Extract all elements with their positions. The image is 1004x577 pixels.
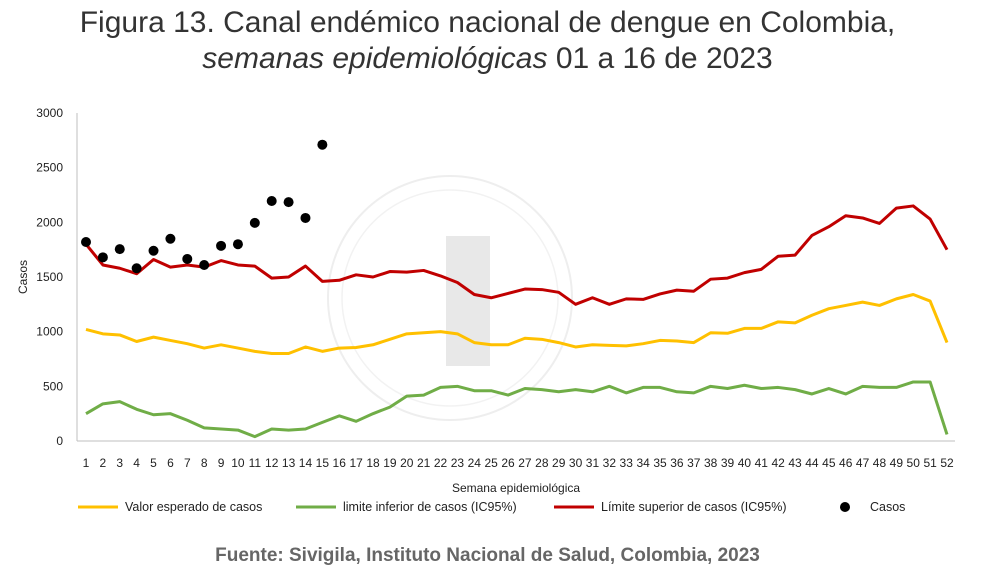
- series-line-l-mite-superior-de-casos-ic95: [84, 204, 949, 306]
- x-tick-label: 36: [670, 456, 684, 470]
- casos-point: [131, 263, 142, 274]
- casos-point: [165, 233, 176, 244]
- legend-label: Valor esperado de casos: [125, 500, 262, 514]
- x-tick-label: 49: [890, 456, 904, 470]
- series-line-valor-esperado-de-casos: [85, 292, 949, 356]
- x-tick-label: 29: [552, 456, 566, 470]
- casos-point: [300, 212, 311, 223]
- y-tick-label: 2000: [36, 215, 63, 229]
- x-tick-label: 40: [738, 456, 752, 470]
- y-tick-label: 1000: [36, 325, 63, 339]
- x-tick-label: 28: [535, 456, 549, 470]
- x-tick-label: 43: [788, 456, 802, 470]
- x-tick-label: 10: [231, 456, 245, 470]
- x-tick-label: 26: [501, 456, 515, 470]
- watermark-seal: [327, 175, 573, 421]
- x-tick-label: 18: [366, 456, 380, 470]
- x-tick-label: 9: [218, 456, 225, 470]
- casos-point: [249, 217, 260, 228]
- x-tick-label: 6: [167, 456, 174, 470]
- x-tick-label: 41: [755, 456, 769, 470]
- y-tick-label: 0: [56, 434, 63, 448]
- x-tick-label: 31: [586, 456, 600, 470]
- x-tick-label: 7: [184, 456, 191, 470]
- casos-point: [266, 196, 277, 207]
- x-tick-label: 1: [83, 456, 90, 470]
- x-tick-label: 35: [653, 456, 667, 470]
- x-tick-label: 27: [518, 456, 532, 470]
- x-tick-label: 37: [687, 456, 701, 470]
- casos-point: [81, 237, 91, 248]
- chart-title-line1: Figura 13. Canal endémico nacional de de…: [79, 6, 896, 39]
- x-axis-label: Semana epidemiológica: [452, 481, 580, 495]
- x-tick-label: 44: [805, 456, 819, 470]
- x-tick-label: 42: [771, 456, 785, 470]
- casos-point: [148, 245, 159, 256]
- x-tick-label: 50: [907, 456, 921, 470]
- x-tick-label: 39: [721, 456, 735, 470]
- x-tick-label: 13: [282, 456, 296, 470]
- x-tick-label: 17: [349, 456, 363, 470]
- x-tick-label: 51: [923, 456, 937, 470]
- x-tick-label: 32: [603, 456, 617, 470]
- series-line-limite-inferior-de-casos-ic95: [85, 380, 949, 439]
- x-tick-label: 52: [940, 456, 954, 470]
- casos-point: [232, 239, 243, 250]
- source-note: Fuente: Sivigila, Instituto Nacional de …: [215, 545, 760, 566]
- x-tick-label: 3: [116, 456, 123, 470]
- x-tick-label: 45: [822, 456, 836, 470]
- x-tick-label: 48: [873, 456, 887, 470]
- x-tick-label: 20: [400, 456, 414, 470]
- x-tick-label: 22: [434, 456, 448, 470]
- casos-point: [216, 240, 227, 251]
- watermark-logo: [446, 236, 490, 366]
- x-tick-label: 33: [620, 456, 634, 470]
- legend-label: Límite superior de casos (IC95%): [601, 500, 787, 514]
- x-tick-label: 11: [249, 456, 262, 470]
- x-tick-label: 2: [100, 456, 107, 470]
- x-tick-label: 24: [468, 456, 482, 470]
- chart-title-rest: 01 a 16 de 2023: [547, 42, 773, 75]
- y-tick-label: 3000: [36, 106, 63, 120]
- y-tick-label: 500: [43, 379, 63, 393]
- legend-label: Casos: [870, 500, 905, 514]
- casos-point: [182, 253, 193, 264]
- chart-title-line2: semanas epidemiológicas 01 a 16 de 2023: [0, 42, 975, 76]
- y-tick-label: 2500: [36, 161, 63, 175]
- x-tick-label: 15: [316, 456, 330, 470]
- casos-point: [283, 197, 294, 208]
- x-tick-label: 14: [299, 456, 313, 470]
- y-tick-label: 1500: [36, 270, 63, 284]
- x-tick-label: 16: [333, 456, 347, 470]
- chart-title-italic: semanas epidemiológicas: [202, 42, 548, 75]
- x-tick-label: 38: [704, 456, 718, 470]
- x-tick-label: 19: [383, 456, 397, 470]
- x-tick-label: 34: [636, 456, 650, 470]
- legend-swatch: [840, 502, 850, 512]
- x-tick-label: 8: [201, 456, 208, 470]
- casos-point: [317, 139, 328, 150]
- casos-point: [114, 244, 125, 255]
- casos-point: [199, 259, 210, 270]
- x-tick-label: 23: [451, 456, 465, 470]
- x-tick-label: 46: [839, 456, 853, 470]
- x-tick-label: 30: [569, 456, 583, 470]
- y-axis-label: Casos: [16, 260, 30, 294]
- watermark-seal-inner: [341, 189, 559, 407]
- x-tick-label: 25: [484, 456, 498, 470]
- casos-point: [97, 252, 108, 263]
- x-tick-label: 5: [150, 456, 157, 470]
- x-tick-label: 4: [133, 456, 140, 470]
- x-tick-label: 47: [856, 456, 870, 470]
- x-tick-label: 21: [417, 456, 431, 470]
- x-tick-label: 12: [265, 456, 279, 470]
- legend-label: limite inferior de casos (IC95%): [343, 500, 517, 514]
